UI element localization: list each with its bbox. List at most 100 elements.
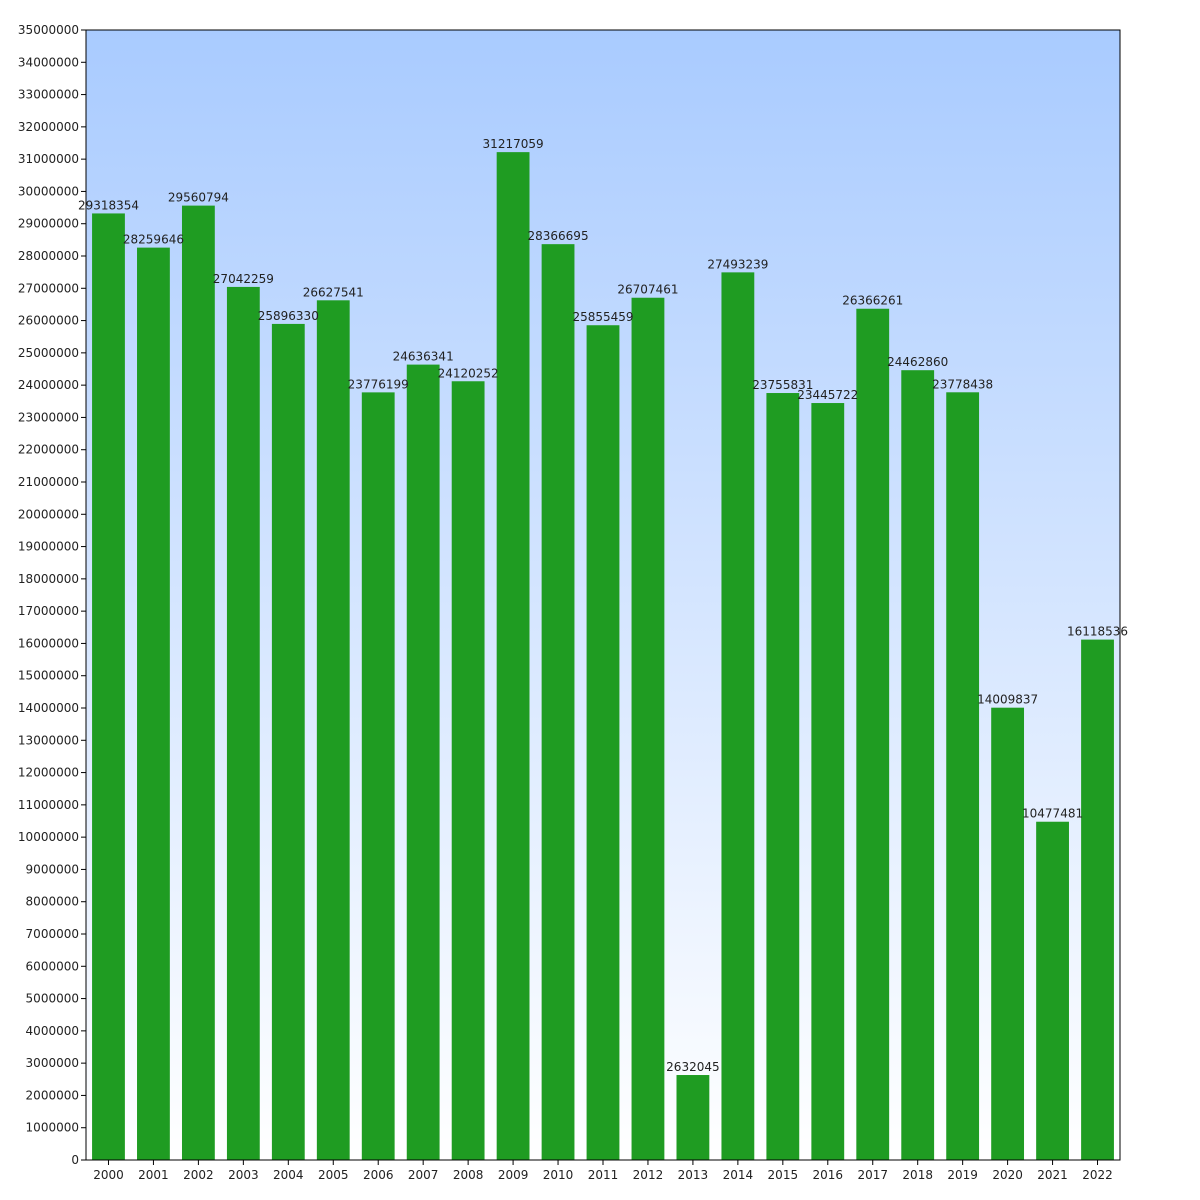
- x-tick-label-2008: 2008: [453, 1168, 484, 1182]
- x-axis: 2000 2001 2002 2003 2004 2005 2006 2007 2008 2009…: [93, 1160, 1113, 1182]
- x-tick-label-2004: 2004: [273, 1168, 304, 1182]
- x-tick-label-2021: 2021: [1037, 1168, 1068, 1182]
- data-label-2002: 29560794: [168, 191, 229, 205]
- x-tick-label-2012: 2012: [633, 1168, 664, 1182]
- y-tick-label: 21000000: [18, 475, 79, 489]
- y-tick-label: 18000000: [18, 572, 79, 586]
- y-tick-label: 28000000: [18, 249, 79, 263]
- y-tick-label: 0: [71, 1153, 79, 1167]
- y-tick-label: 30000000: [18, 184, 79, 198]
- data-label-2020: 14009837: [977, 693, 1038, 707]
- bar-2021: [1036, 821, 1069, 1160]
- y-tick-label: 3000000: [26, 1056, 79, 1070]
- bar-2010: [541, 244, 575, 1160]
- bar-2001: [137, 247, 170, 1161]
- y-tick-label: 10000000: [18, 830, 79, 844]
- bars-group: [92, 152, 1114, 1161]
- bar-2020: [991, 707, 1025, 1160]
- x-tick-label-2019: 2019: [947, 1168, 978, 1182]
- bar-2000: [92, 213, 125, 1160]
- x-tick-label-2002: 2002: [183, 1168, 214, 1182]
- data-label-2000: 29318354: [78, 198, 139, 212]
- data-label-2006: 23776199: [348, 377, 409, 391]
- x-tick-label-2015: 2015: [768, 1168, 799, 1182]
- x-tick-label-2014: 2014: [723, 1168, 754, 1182]
- x-tick-label-2003: 2003: [228, 1168, 259, 1182]
- bar-2009: [496, 152, 530, 1160]
- data-label-2019: 23778438: [932, 377, 993, 391]
- data-label-2016: 23445722: [797, 388, 858, 402]
- data-label-2004: 25896330: [258, 309, 319, 323]
- y-tick-label: 2000000: [26, 1088, 79, 1102]
- y-tick-label: 25000000: [18, 346, 79, 360]
- x-tick-label-2011: 2011: [588, 1168, 619, 1182]
- bar-2003: [226, 286, 260, 1160]
- y-tick-label: 7000000: [26, 927, 79, 941]
- bar-2011: [586, 325, 620, 1160]
- data-label-2014: 27493239: [707, 257, 768, 271]
- x-tick-label-2000: 2000: [93, 1168, 124, 1182]
- bar-2007: [406, 364, 440, 1160]
- y-tick-label: 29000000: [18, 217, 79, 231]
- bar-2022: [1081, 639, 1114, 1160]
- y-tick-label: 15000000: [18, 669, 79, 683]
- y-tick-label: 1000000: [26, 1121, 79, 1135]
- x-tick-label-2013: 2013: [678, 1168, 709, 1182]
- x-tick-label-2001: 2001: [138, 1168, 169, 1182]
- data-label-2013: 2632045: [666, 1060, 719, 1074]
- y-tick-label: 27000000: [18, 281, 79, 295]
- y-tick-label: 32000000: [18, 120, 79, 134]
- y-tick-label: 17000000: [18, 604, 79, 618]
- data-label-2021: 10477481: [1022, 807, 1083, 821]
- bar-2017: [856, 308, 890, 1160]
- data-label-2011: 25855459: [572, 310, 633, 324]
- bar-2013: [676, 1075, 710, 1160]
- y-tick-label: 14000000: [18, 701, 79, 715]
- data-label-2022: 16118536: [1067, 625, 1128, 639]
- y-tick-label: 13000000: [18, 733, 79, 747]
- bar-2019: [946, 392, 980, 1160]
- y-tick-label: 6000000: [26, 959, 79, 973]
- data-label-2012: 26707461: [617, 283, 678, 297]
- x-tick-label-2018: 2018: [902, 1168, 933, 1182]
- y-tick-label: 16000000: [18, 636, 79, 650]
- data-label-2005: 26627541: [303, 285, 364, 299]
- bar-2016: [811, 403, 845, 1161]
- bar-2006: [361, 392, 395, 1161]
- data-label-2007: 24636341: [393, 350, 454, 364]
- x-tick-label-2005: 2005: [318, 1168, 349, 1182]
- y-tick-label: 19000000: [18, 540, 79, 554]
- y-axis: 0 1000000 2000000 3000000 4000000 5000000 6000…: [18, 23, 86, 1167]
- plot-frame: [85, 29, 1121, 1161]
- data-label-2001: 28259646: [123, 233, 184, 247]
- x-tick-label-2022: 2022: [1082, 1168, 1113, 1182]
- y-tick-label: 33000000: [18, 88, 79, 102]
- y-tick-label: 12000000: [18, 766, 79, 780]
- data-label-2010: 28366695: [528, 229, 589, 243]
- bar-2004: [271, 323, 305, 1161]
- data-label-2009: 31217059: [483, 137, 544, 151]
- data-label-2017: 26366261: [842, 294, 903, 308]
- x-tick-label-2017: 2017: [857, 1168, 888, 1182]
- y-tick-label: 11000000: [18, 798, 79, 812]
- y-tick-label: 24000000: [18, 378, 79, 392]
- x-tick-label-2007: 2007: [408, 1168, 439, 1182]
- y-tick-label: 9000000: [26, 862, 79, 876]
- bar-2005: [316, 300, 350, 1161]
- y-tick-label: 22000000: [18, 443, 79, 457]
- bar-2002: [181, 205, 215, 1161]
- y-tick-label: 35000000: [18, 23, 79, 37]
- y-tick-label: 20000000: [18, 507, 79, 521]
- x-tick-label-2006: 2006: [363, 1168, 394, 1182]
- y-tick-label: 4000000: [26, 1024, 79, 1038]
- data-label-2018: 24462860: [887, 355, 948, 369]
- bar-2008: [451, 381, 485, 1160]
- y-tick-label: 8000000: [26, 895, 79, 909]
- bar-2015: [766, 393, 800, 1161]
- data-label-2003: 27042259: [213, 272, 274, 286]
- bar-2012: [631, 297, 665, 1160]
- y-tick-label: 23000000: [18, 410, 79, 424]
- y-tick-label: 26000000: [18, 314, 79, 328]
- x-tick-label-2016: 2016: [813, 1168, 844, 1182]
